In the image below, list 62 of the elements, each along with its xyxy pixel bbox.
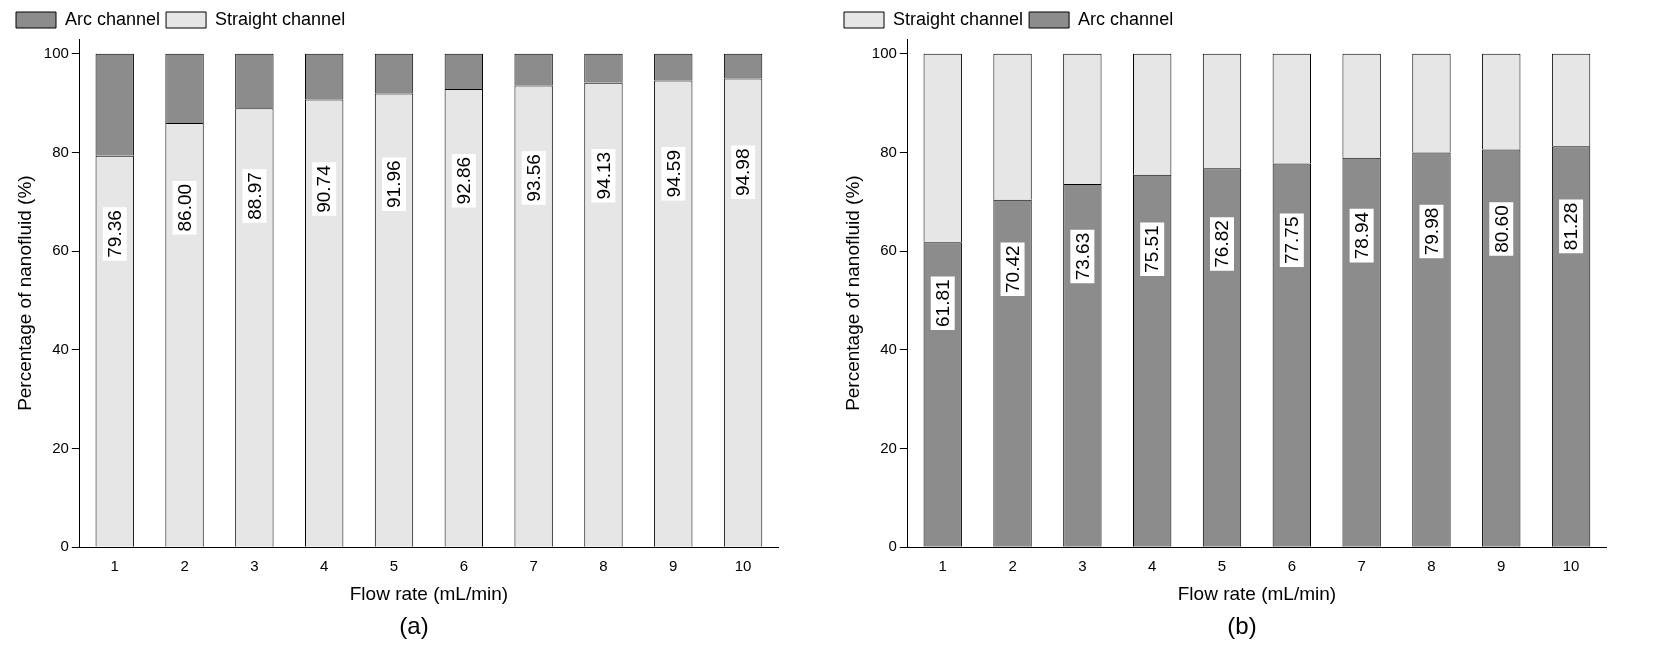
legend-label: Arc channel bbox=[1078, 8, 1174, 29]
y-axis-title: Percentage of nanofluid (%) bbox=[841, 175, 863, 411]
x-tick-label: 4 bbox=[1148, 557, 1157, 575]
data-label: 61.81 bbox=[931, 279, 953, 327]
x-tick-label: 9 bbox=[1497, 557, 1506, 575]
data-label: 94.59 bbox=[662, 150, 684, 198]
x-tick-label: 8 bbox=[599, 557, 608, 575]
y-tick-label: 80 bbox=[880, 142, 897, 160]
x-tick-label: 8 bbox=[1427, 557, 1436, 575]
y-tick-label: 20 bbox=[880, 438, 897, 456]
x-tick-label: 5 bbox=[1217, 557, 1227, 575]
x-tick-label: 6 bbox=[1287, 557, 1296, 575]
y-tick-label: 20 bbox=[52, 438, 69, 456]
data-label: 93.56 bbox=[522, 154, 544, 202]
x-tick-label: 10 bbox=[1562, 557, 1580, 575]
x-tick-label: 1 bbox=[938, 557, 947, 575]
legend-label: Straight channel bbox=[215, 8, 346, 29]
x-tick-label: 6 bbox=[459, 557, 468, 575]
x-tick-label: 7 bbox=[529, 557, 538, 575]
y-tick-label: 100 bbox=[871, 43, 897, 61]
x-axis-title: Flow rate (mL/min) bbox=[349, 582, 509, 604]
data-label: 91.96 bbox=[383, 160, 405, 208]
x-tick-label: 2 bbox=[180, 557, 189, 575]
x-tick-label: 2 bbox=[1008, 557, 1017, 575]
x-tick-label: 5 bbox=[389, 557, 399, 575]
data-label: 79.36 bbox=[103, 210, 125, 258]
y-tick-label: 40 bbox=[52, 339, 69, 357]
data-label: 94.98 bbox=[732, 148, 754, 197]
legend-label: Straight channel bbox=[893, 8, 1024, 29]
data-label: 81.28 bbox=[1560, 202, 1582, 251]
data-label: 79.98 bbox=[1420, 207, 1442, 256]
y-tick-label: 60 bbox=[52, 241, 69, 259]
data-label: 76.82 bbox=[1211, 220, 1233, 268]
x-tick-label: 1 bbox=[110, 557, 119, 575]
x-tick-label: 9 bbox=[669, 557, 678, 575]
x-tick-label: 3 bbox=[1078, 557, 1087, 575]
data-label: 80.60 bbox=[1490, 205, 1512, 253]
data-label: 75.51 bbox=[1141, 225, 1163, 273]
data-label: 88.97 bbox=[243, 172, 265, 220]
legend-label: Arc channel bbox=[65, 8, 161, 29]
y-tick-label: 40 bbox=[880, 339, 897, 357]
data-label: 86.00 bbox=[173, 183, 195, 232]
text: (b) bbox=[1226, 612, 1258, 640]
data-label: 94.13 bbox=[592, 151, 614, 200]
y-tick-label: 0 bbox=[60, 537, 69, 555]
text: (a) bbox=[398, 612, 430, 640]
x-axis-title: Flow rate (mL/min) bbox=[1177, 582, 1337, 604]
data-label: 70.42 bbox=[1001, 245, 1023, 294]
y-tick-label: 80 bbox=[52, 142, 69, 160]
x-tick-label: 10 bbox=[734, 557, 752, 575]
y-tick-label: 0 bbox=[888, 537, 897, 555]
data-label: 78.94 bbox=[1350, 211, 1372, 260]
data-label: 90.74 bbox=[313, 164, 335, 213]
x-tick-label: 7 bbox=[1357, 557, 1366, 575]
x-tick-label: 4 bbox=[320, 557, 329, 575]
x-tick-label: 3 bbox=[250, 557, 259, 575]
y-axis-title: Percentage of nanofluid (%) bbox=[13, 175, 35, 411]
y-tick-label: 100 bbox=[43, 43, 69, 61]
data-label: 77.75 bbox=[1281, 216, 1303, 265]
y-tick-label: 60 bbox=[880, 241, 897, 259]
data-label: 92.86 bbox=[453, 156, 475, 205]
data-label: 73.63 bbox=[1071, 232, 1093, 281]
